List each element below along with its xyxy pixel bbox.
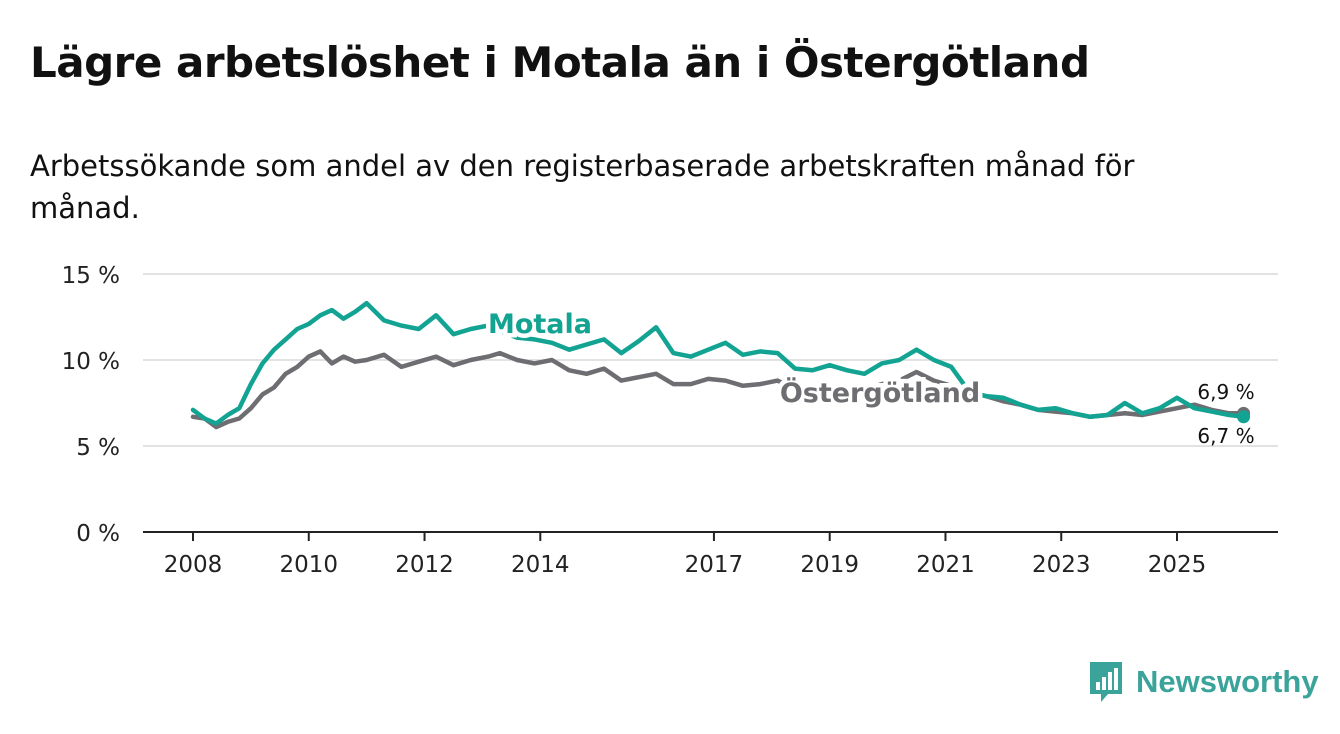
series-label-ostergotland: Östergötland bbox=[780, 376, 980, 409]
series-line-motala bbox=[190, 300, 1246, 426]
series-label-motala: Motala bbox=[488, 309, 592, 340]
y-tick-label: 5 % bbox=[76, 435, 120, 461]
x-tick-label: 2017 bbox=[685, 552, 744, 578]
chart-subtitle: Arbetssökande som andel av den registerb… bbox=[30, 149, 1135, 225]
x-tick-label: 2019 bbox=[800, 552, 859, 578]
y-tick-label: 0 % bbox=[76, 521, 120, 547]
x-tick-label: 2021 bbox=[916, 552, 975, 578]
series-end-point bbox=[1237, 410, 1251, 424]
x-tick-label: 2008 bbox=[164, 552, 223, 578]
brand-name: Newsworthy bbox=[1136, 664, 1319, 699]
x-tick-label: 2023 bbox=[1032, 552, 1091, 578]
series-line-ostergotland bbox=[190, 349, 1246, 430]
newsworthy-brand[interactable]: Newsworthy bbox=[1088, 660, 1319, 704]
end-value-label-ostergotland: 6,9 % bbox=[1197, 380, 1254, 404]
x-tick-label: 2025 bbox=[1148, 552, 1207, 578]
y-tick-label: 10 % bbox=[62, 349, 120, 375]
x-tick-label: 2012 bbox=[395, 552, 454, 578]
y-tick-label: 15 % bbox=[62, 263, 120, 289]
chart-title: Lägre arbetslöshet i Motala än i Östergö… bbox=[30, 38, 1090, 87]
bar-chart-logo-icon bbox=[1090, 662, 1122, 702]
end-value-label-motala: 6,7 % bbox=[1197, 424, 1254, 448]
x-tick-label: 2010 bbox=[279, 552, 338, 578]
x-tick-label: 2014 bbox=[511, 552, 570, 578]
